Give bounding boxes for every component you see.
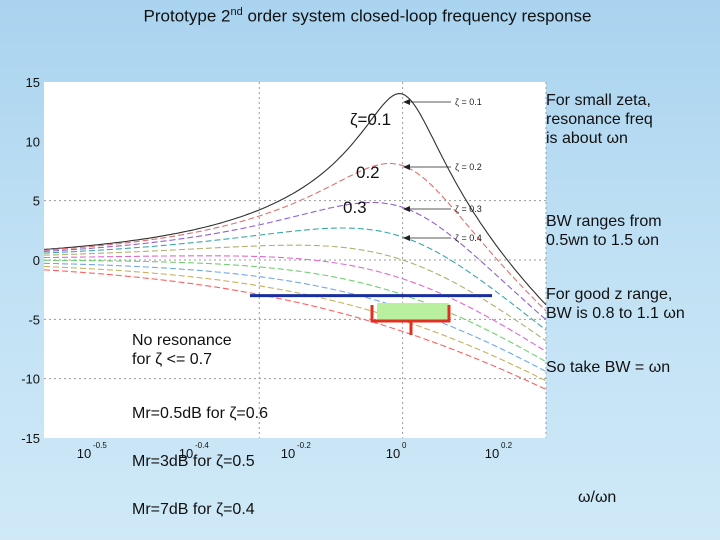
bw-range-highlight xyxy=(377,303,449,321)
mr-06-label: Mr=0.5dB for ζ=0.6 xyxy=(132,405,269,422)
legend: ζ = 0.1 ζ = 0.2 ζ = 0.3 ζ = 0.4 xyxy=(403,97,482,243)
series-group xyxy=(43,93,547,390)
y-tick-label: -10 xyxy=(21,372,40,387)
legend-arrowhead xyxy=(403,99,410,105)
zeta-03-label: 0.3 xyxy=(343,198,367,217)
no-resonance-label: No resonance for ζ <= 0.7 xyxy=(132,332,232,368)
legend-entry: ζ = 0.3 xyxy=(455,204,482,214)
zeta-01-label: ζ=0.1 xyxy=(350,110,392,129)
y-tick-label: -5 xyxy=(28,312,40,327)
x-tick-label: 10 xyxy=(77,446,91,461)
grid-lines xyxy=(44,82,547,438)
legend-entry: ζ = 0.2 xyxy=(455,162,482,172)
series-line-zeta-0.9 xyxy=(43,265,547,382)
page-title: Prototype 2nd order system closed-loop f… xyxy=(143,6,592,26)
note-good-range: For good z range, BW is 0.8 to 1.1 ωn xyxy=(546,286,685,322)
note-small-zeta: For small zeta, resonance freq is about … xyxy=(546,92,653,147)
x-tick-label: 10 xyxy=(386,446,400,461)
x-tick-exponent: -0.2 xyxy=(297,441,311,450)
note-bw-range: BW ranges from 0.5wn to 1.5 ωn xyxy=(546,213,662,249)
series-line-zeta-0.6 xyxy=(43,255,547,352)
series-line-zeta-0.8 xyxy=(43,262,547,373)
mr-05-label: Mr=3dB for ζ=0.5 xyxy=(132,453,255,470)
x-tick-exponent: 0.2 xyxy=(501,441,513,450)
series-line-zeta-0.7 xyxy=(44,259,547,363)
x-tick-exponent: -0.4 xyxy=(195,441,209,450)
series-line-zeta-0.1 xyxy=(43,93,547,306)
legend-arrowhead xyxy=(403,235,410,241)
series-line-zeta-0.5 xyxy=(44,244,547,342)
y-tick-label: 0 xyxy=(33,253,40,268)
y-tick-label: 10 xyxy=(26,134,40,149)
x-tick-label: 10 xyxy=(179,446,193,461)
x-tick-label: 10 xyxy=(281,446,295,461)
series-line-zeta-0.4 xyxy=(43,227,547,331)
y-tick-label: -15 xyxy=(21,431,40,446)
annotations xyxy=(250,294,492,335)
x-tick-exponent: -0.5 xyxy=(93,441,107,450)
series-line-zeta-0.2 xyxy=(43,162,547,312)
legend-entry: ζ = 0.1 xyxy=(455,97,482,107)
mr-04-label: Mr=7dB for ζ=0.4 xyxy=(132,501,255,518)
note-take-bw: So take BW = ωn xyxy=(546,359,671,376)
legend-entry: ζ = 0.4 xyxy=(455,233,482,243)
x-axis-label: ω/ωn xyxy=(578,489,617,506)
zeta-02-label: 0.2 xyxy=(356,163,380,182)
x-tick-exponent: 0 xyxy=(402,441,407,450)
y-tick-label: 5 xyxy=(33,194,40,209)
y-tick-label: 15 xyxy=(26,75,40,90)
legend-arrowhead xyxy=(403,164,410,170)
legend-arrowhead xyxy=(403,206,410,212)
series-line-zeta-0.3 xyxy=(43,201,547,321)
series-line-zeta-1 xyxy=(43,269,547,390)
x-tick-label: 10 xyxy=(485,446,499,461)
